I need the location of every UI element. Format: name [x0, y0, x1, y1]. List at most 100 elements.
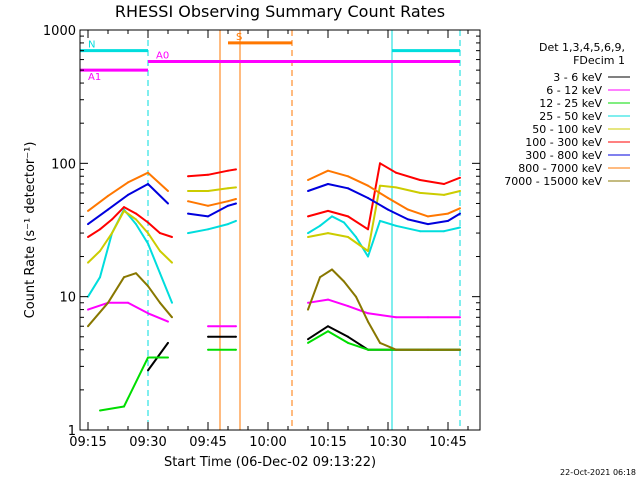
data-point-3-17: [367, 255, 369, 258]
legend-header-0: Det 1,3,4,5,6,9,: [539, 41, 625, 54]
data-point-3-1: [99, 276, 101, 279]
data-point-3-7: [171, 301, 173, 304]
data-point-7-10: [327, 169, 329, 172]
axes: 09:15 09:30 09:45 10:00 10:15 10:30 10:45 1 10 10…: [43, 24, 480, 450]
data-point-8-0: [87, 325, 89, 328]
data-point-5-18: [419, 179, 421, 181]
data-point-4-12: [307, 236, 309, 238]
data-point-2-2: [147, 356, 149, 359]
data-point-4-17: [395, 186, 397, 189]
data-point-4-15: [367, 250, 369, 252]
data-point-6-9: [307, 190, 309, 192]
data-point-6-4: [167, 202, 169, 205]
data-point-4-11: [235, 186, 237, 189]
data-point-6-0: [87, 223, 89, 226]
data-point-4-16: [379, 184, 381, 187]
data-point-1-0: [87, 308, 89, 311]
data-point-1-5: [207, 325, 209, 328]
data-point-5-1: [99, 228, 101, 231]
data-point-5-13: [327, 209, 329, 212]
data-point-8-5: [159, 301, 161, 304]
data-point-4-13: [327, 232, 329, 235]
y-tick-label-3: 1000: [43, 24, 76, 39]
data-point-1-4: [167, 320, 169, 323]
data-point-5-14: [347, 215, 349, 218]
data-point-2-6: [307, 341, 309, 344]
data-point-2-0: [99, 409, 101, 412]
data-point-3-19: [395, 224, 397, 227]
data-point-7-13: [387, 197, 389, 199]
chart-title: RHESSI Observing Summary Count Rates: [115, 2, 445, 21]
data-point-5-15: [367, 228, 369, 231]
data-point-1-12: [427, 316, 429, 319]
data-point-6-6: [207, 215, 209, 218]
annotation-label-3: S: [236, 32, 242, 43]
data-point-4-8: [187, 190, 189, 192]
data-point-5-10: [227, 169, 229, 172]
data-point-0-4: [307, 338, 309, 341]
data-point-7-8: [235, 198, 237, 200]
data-point-6-14: [407, 218, 409, 221]
annotation-label-1: A0: [156, 51, 169, 62]
legend-label-7: 800 - 7000 keV: [518, 162, 602, 175]
data-point-4-5: [147, 232, 149, 235]
data-point-3-4: [135, 223, 137, 226]
data-point-7-11: [347, 175, 349, 178]
data-point-7-16: [447, 212, 449, 215]
legend-label-4: 50 - 100 keV: [532, 123, 602, 136]
y-axis-label: Count Rate (s⁻¹ detector⁻¹): [23, 142, 38, 319]
data-point-3-10: [227, 223, 229, 226]
data-point-1-11: [395, 316, 397, 319]
data-point-3-18: [379, 219, 381, 222]
series-lines: [87, 162, 461, 412]
data-point-6-15: [427, 223, 429, 226]
x-tick-label-5: 10:30: [369, 435, 406, 450]
data-point-5-16: [379, 162, 381, 165]
data-point-7-0: [87, 209, 89, 212]
data-point-2-9: [367, 348, 369, 351]
data-point-1-8: [327, 298, 329, 301]
data-point-2-3: [167, 356, 169, 359]
data-point-3-5: [147, 242, 149, 245]
data-point-8-13: [379, 341, 381, 344]
data-point-6-8: [235, 202, 237, 205]
data-point-5-20: [459, 176, 461, 179]
data-point-0-2: [207, 335, 209, 338]
data-point-5-9: [207, 173, 209, 176]
data-point-5-2: [111, 218, 113, 221]
data-point-6-16: [447, 219, 449, 222]
data-point-4-6: [159, 250, 161, 252]
x-axis-label: Start Time (06-Dec-02 09:13:22): [164, 455, 376, 470]
y-tick-label-1: 10: [59, 291, 76, 306]
data-point-8-3: [135, 272, 137, 275]
data-point-3-13: [319, 224, 321, 227]
legend-label-3: 25 - 50 keV: [539, 110, 602, 123]
data-point-1-7: [307, 301, 309, 304]
data-point-3-15: [343, 221, 345, 224]
data-point-7-4: [167, 190, 169, 192]
data-point-6-5: [187, 212, 189, 215]
data-point-4-7: [171, 261, 173, 264]
data-point-3-6: [159, 272, 161, 275]
data-point-8-9: [331, 268, 333, 271]
data-point-6-10: [327, 183, 329, 185]
data-point-8-6: [171, 316, 173, 319]
data-point-8-1: [107, 301, 109, 304]
data-point-2-7: [327, 330, 329, 333]
data-point-4-20: [459, 190, 461, 192]
data-point-5-12: [307, 215, 309, 218]
data-point-8-10: [343, 280, 345, 283]
x-tick-label-1: 09:30: [129, 435, 166, 450]
data-point-4-19: [443, 193, 445, 196]
data-point-5-19: [443, 183, 445, 185]
data-point-2-1: [123, 405, 125, 408]
legend-label-5: 100 - 300 keV: [525, 136, 602, 149]
data-point-0-0: [147, 369, 149, 372]
data-point-1-10: [367, 312, 369, 315]
data-point-7-15: [427, 215, 429, 218]
data-point-5-11: [235, 168, 237, 171]
data-point-4-1: [99, 250, 101, 252]
data-point-5-7: [171, 236, 173, 238]
